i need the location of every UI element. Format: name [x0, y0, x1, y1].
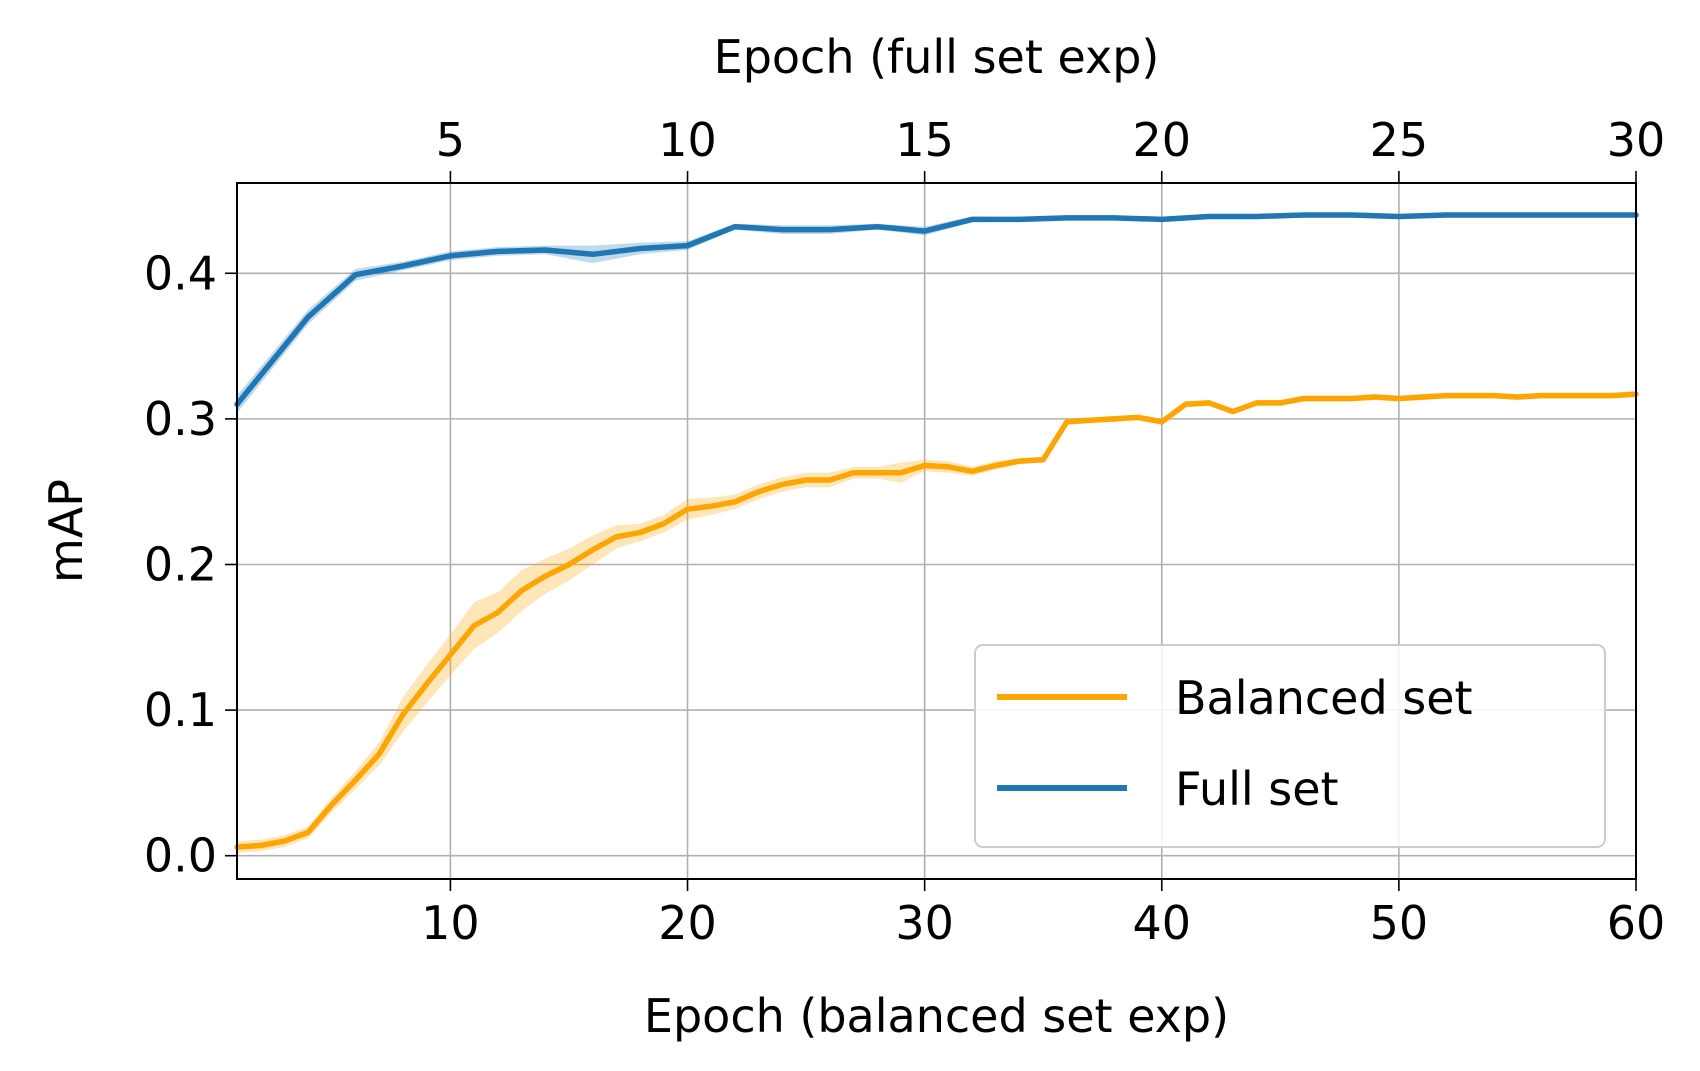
x-tick-label-top: 30 [1607, 113, 1666, 167]
axis-ticks: 10 20 30 40 50 60 5 10 15 20 25 30 0.0 0.1 0.2 0.3 0.4 [144, 113, 1665, 950]
x-tick-label-bottom: 10 [421, 896, 480, 950]
series-line-1 [234, 212, 1639, 408]
y-axis-label: mAP [39, 479, 93, 583]
legend-box [974, 644, 1606, 848]
y-tick-label: 0.4 [144, 246, 217, 300]
x-tick-label-top: 15 [895, 113, 954, 167]
legend-label-balanced: Balanced set [1175, 671, 1473, 725]
y-tick-label: 0.3 [144, 392, 217, 446]
x-axis-label-top: Epoch (full set exp) [714, 30, 1160, 84]
x-tick-label-top: 10 [658, 113, 717, 167]
legend-label-full: Full set [1175, 762, 1339, 816]
x-tick-label-bottom: 50 [1370, 896, 1429, 950]
series-line-0 [234, 391, 1639, 850]
y-tick-label: 0.1 [144, 683, 217, 737]
x-axis-label-bottom: Epoch (balanced set exp) [644, 989, 1229, 1043]
x-tick-label-bottom: 20 [658, 896, 717, 950]
x-tick-label-top: 25 [1370, 113, 1429, 167]
x-tick-label-bottom: 30 [895, 896, 954, 950]
series-band-1 [237, 213, 1636, 414]
x-tick-label-top: 20 [1132, 113, 1191, 167]
plot-frame [236, 182, 1637, 880]
y-tick-label: 0.0 [144, 829, 217, 883]
legend: Balanced set Full set [974, 644, 1606, 848]
x-tick-label-bottom: 60 [1607, 896, 1666, 950]
x-tick-label-top: 5 [436, 113, 465, 167]
series-lines [234, 212, 1639, 850]
y-tick-label: 0.2 [144, 537, 217, 591]
x-tick-label-bottom: 40 [1132, 896, 1191, 950]
